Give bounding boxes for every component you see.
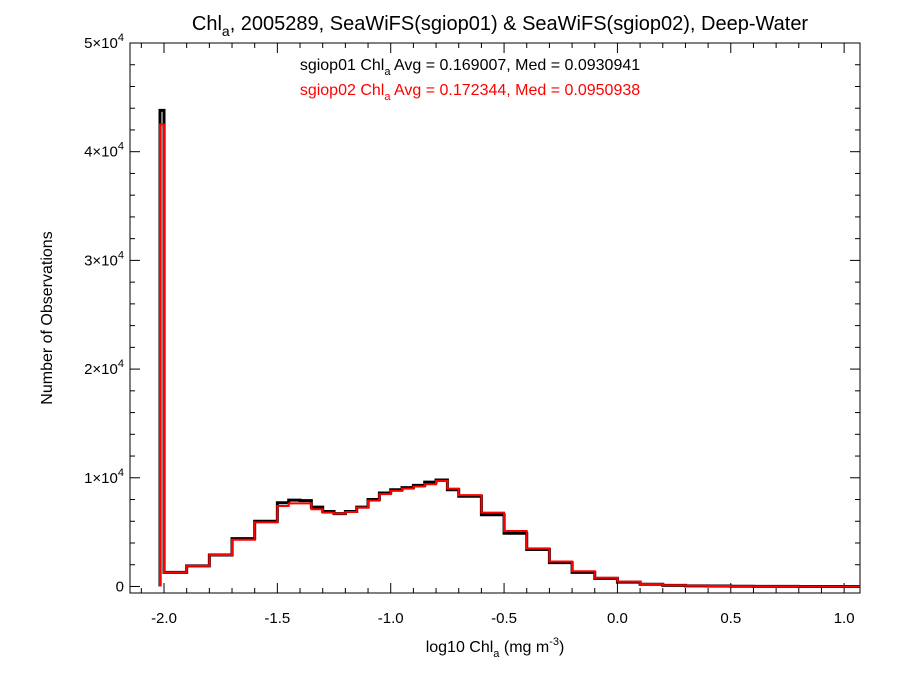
x-axis-label-suffix: ) bbox=[559, 639, 564, 656]
legend-sgiop02-prefix: sgiop02 Chl bbox=[300, 82, 385, 99]
x-axis-label-prefix: log10 Chl bbox=[426, 639, 494, 656]
y-tick-label: 0 bbox=[116, 578, 124, 595]
y-tick-label: 3×104 bbox=[84, 249, 124, 269]
legend-sgiop01-sub: a bbox=[384, 66, 391, 78]
x-tick-label: -2.0 bbox=[151, 610, 177, 627]
legend-sgiop01-prefix: sgiop01 Chl bbox=[300, 57, 385, 74]
chart-title: Chla, 2005289, SeaWiFS(sgiop01) & SeaWiF… bbox=[192, 13, 809, 39]
legend-entry-sgiop02: sgiop02 Chla Avg = 0.172344, Med = 0.095… bbox=[300, 82, 640, 103]
legend-sgiop01-rest: Avg = 0.169007, Med = 0.0930941 bbox=[390, 57, 640, 74]
chart-title-prefix: Chl bbox=[192, 13, 222, 35]
y-tick-label: 4×104 bbox=[84, 141, 124, 161]
x-axis-label: log10 Chla (mg m-3) bbox=[426, 636, 565, 660]
x-tick-label: 0.5 bbox=[720, 610, 741, 627]
x-axis: -2.0 -1.5 -1.0 -0.5 0.0 0.5 1.0 bbox=[140, 43, 855, 627]
y-axis-label: Number of Observations bbox=[39, 231, 56, 404]
y-axis: 0 1×104 2×104 3×104 4×104 5×104 bbox=[84, 32, 860, 595]
plot-frame bbox=[129, 42, 861, 594]
x-axis-label-mid: (mg m bbox=[499, 639, 549, 656]
y-tick-label: 5×104 bbox=[84, 32, 124, 52]
chart-title-rest: , 2005289, SeaWiFS(sgiop01) & SeaWiFS(sg… bbox=[230, 13, 809, 35]
x-tick-label: 1.0 bbox=[834, 610, 855, 627]
legend-sgiop02-rest: Avg = 0.172344, Med = 0.0950938 bbox=[390, 82, 640, 99]
y-tick-label: 2×104 bbox=[84, 358, 124, 378]
legend-entry-sgiop01: sgiop01 Chla Avg = 0.169007, Med = 0.093… bbox=[300, 57, 640, 78]
x-tick-label: -1.5 bbox=[264, 610, 290, 627]
x-tick-label: -1.0 bbox=[378, 610, 404, 627]
x-tick-label: -0.5 bbox=[491, 610, 517, 627]
y-tick-label: 1×104 bbox=[84, 467, 124, 487]
chart-title-subscript: a bbox=[222, 23, 230, 39]
series-layer bbox=[158, 108, 860, 588]
series-line-sgiop01 bbox=[158, 108, 860, 588]
x-axis-label-sup: -3 bbox=[549, 636, 559, 648]
legend-sgiop02-sub: a bbox=[384, 91, 391, 103]
x-tick-label: 0.0 bbox=[607, 610, 628, 627]
series-line-sgiop02 bbox=[159, 123, 860, 588]
x-axis-label-sub: a bbox=[493, 648, 500, 660]
